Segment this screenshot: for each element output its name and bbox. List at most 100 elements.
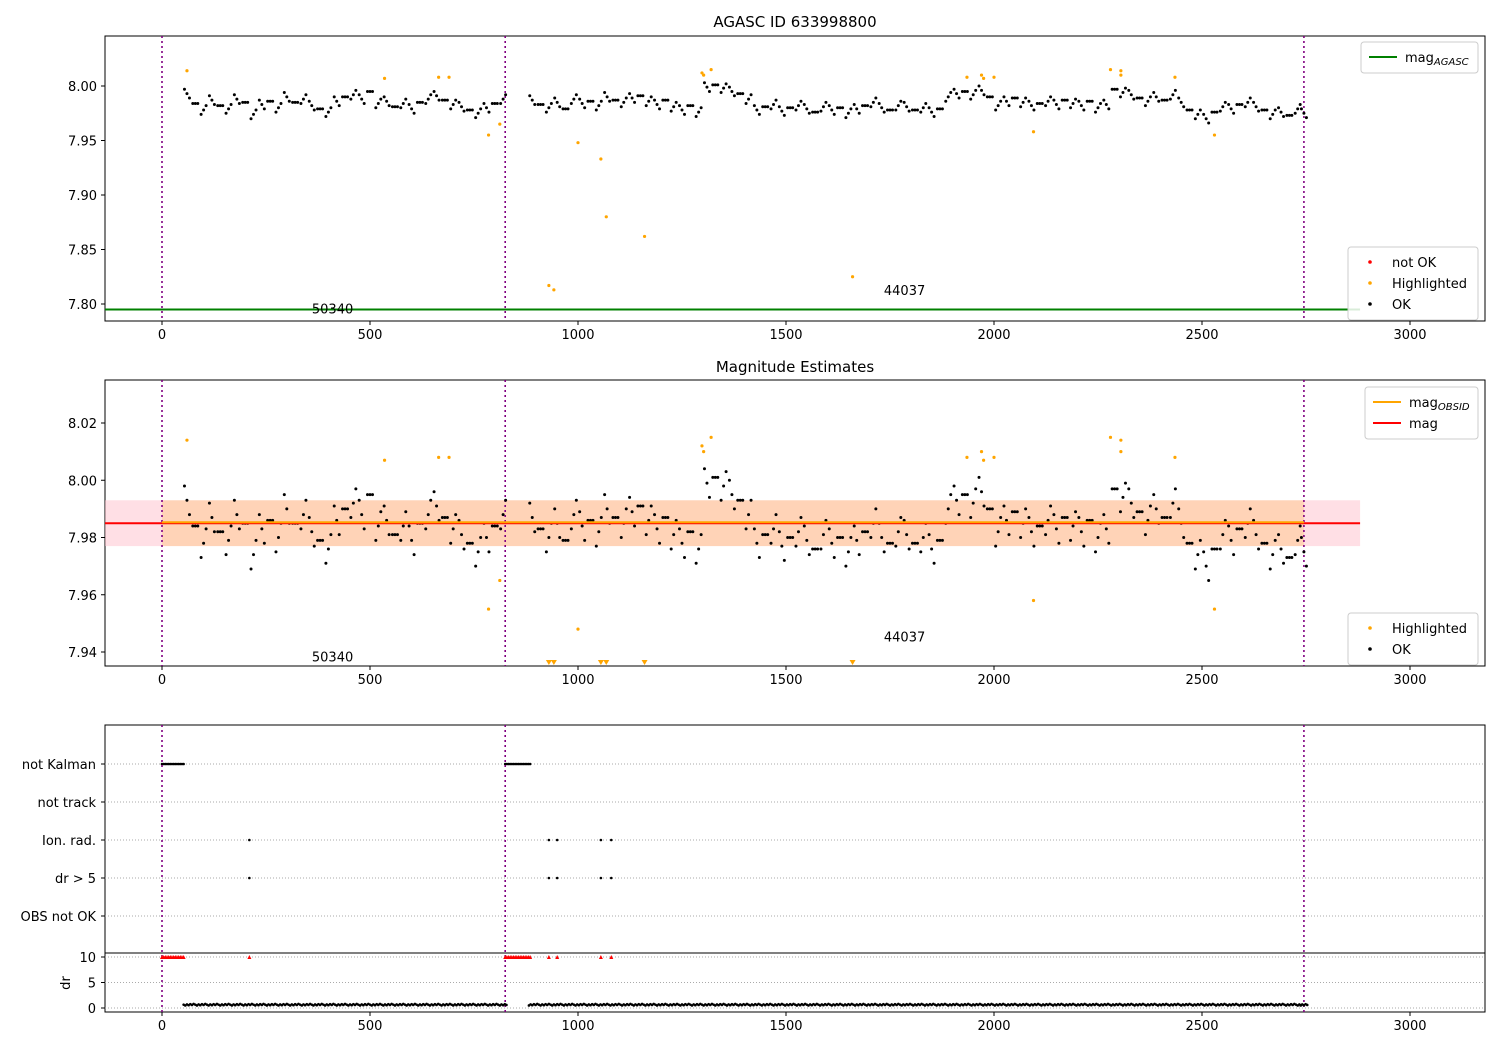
ok-point: [1054, 103, 1058, 107]
ok-point: [1218, 109, 1222, 113]
ok-point: [1227, 103, 1231, 107]
ok-point: [210, 98, 214, 102]
ok-point: [1110, 87, 1114, 91]
ok-point: [930, 547, 934, 551]
ok-point: [1221, 533, 1225, 537]
ok-point: [501, 97, 505, 101]
ok-point: [564, 107, 568, 111]
ok-point: [268, 518, 272, 522]
ok-point: [805, 538, 809, 542]
ok-point: [663, 98, 667, 102]
ok-point: [332, 504, 336, 508]
ok-point: [329, 533, 333, 537]
ok-point: [1165, 98, 1169, 102]
ok-point: [218, 104, 222, 108]
ok-point: [1252, 100, 1256, 104]
ok-point: [686, 104, 690, 108]
ok-point: [399, 538, 403, 542]
ok-point: [549, 101, 553, 105]
ok-point: [1190, 541, 1194, 545]
ok-point: [566, 107, 570, 111]
panel3-x-tick-label: 500: [358, 1019, 383, 1034]
dr-gt-5-flag: [555, 876, 559, 880]
ok-point: [451, 527, 455, 531]
ok-point: [1268, 117, 1272, 121]
ok-point: [674, 100, 678, 104]
ok-point: [1152, 91, 1156, 95]
ok-point: [440, 98, 444, 102]
ok-point: [1107, 541, 1111, 545]
ok-point: [910, 541, 914, 545]
ok-point: [1049, 95, 1053, 99]
ok-point: [1152, 493, 1156, 497]
ok-point: [1271, 553, 1275, 557]
ok-point: [752, 104, 756, 108]
ok-point: [487, 110, 491, 114]
ok-point: [1032, 108, 1036, 112]
ok-point: [857, 111, 861, 115]
ok-point: [699, 106, 703, 110]
ok-point: [633, 100, 637, 104]
ok-point: [346, 507, 350, 511]
ok-point: [1052, 513, 1056, 517]
ok-point: [1148, 95, 1152, 99]
ok-point: [199, 556, 203, 560]
ok-point: [493, 101, 497, 105]
ok-point: [1279, 547, 1283, 551]
ok-point: [1243, 105, 1247, 109]
flag-label: not Kalman: [22, 758, 96, 773]
ok-point: [977, 84, 981, 88]
ok-point: [985, 507, 989, 511]
ok-point: [351, 501, 355, 505]
ok-point: [919, 550, 923, 554]
panel2-y-tick-label: 7.96: [68, 589, 97, 604]
ok-point: [649, 95, 653, 99]
ok-point: [1193, 117, 1197, 121]
ok-point: [841, 106, 845, 110]
ok-point: [536, 103, 540, 107]
ok-point: [1118, 95, 1122, 99]
ok-point: [605, 95, 609, 99]
ok-point: [307, 99, 311, 103]
ok-point: [1123, 86, 1127, 90]
ok-point: [738, 92, 742, 96]
ok-point: [988, 507, 992, 511]
panel1-title: AGASC ID 633998800: [713, 13, 876, 31]
ok-point: [1202, 112, 1206, 116]
ok-point: [861, 104, 865, 108]
ok-point: [905, 105, 909, 109]
ok-point: [752, 527, 756, 531]
ok-point: [462, 547, 466, 551]
ok-point: [630, 96, 634, 100]
highlighted-point: [702, 73, 706, 77]
ok-point: [1221, 105, 1225, 109]
ok-point: [749, 498, 753, 502]
highlighted-point: [1119, 450, 1123, 454]
ok-point: [599, 515, 603, 519]
highlighted-point: [965, 455, 969, 459]
ok-point: [337, 104, 341, 108]
ok-point: [1107, 107, 1111, 111]
ok-point: [343, 95, 347, 99]
ok-point: [1085, 99, 1089, 103]
ok-point: [1235, 103, 1239, 107]
highlighted-point: [992, 455, 996, 459]
ok-point: [362, 101, 366, 105]
ok-point: [351, 93, 355, 97]
ok-point: [653, 98, 657, 102]
ok-point: [786, 106, 790, 110]
ok-point: [1135, 510, 1139, 514]
ok-point: [772, 527, 776, 531]
ok-point: [1299, 107, 1303, 111]
ok-point: [490, 524, 494, 528]
ok-point: [1163, 515, 1167, 519]
ok-point: [813, 110, 817, 114]
ok-point: [1077, 515, 1081, 519]
ok-point: [199, 112, 203, 116]
ok-point: [451, 103, 455, 107]
highlighted-point: [599, 157, 603, 161]
ok-point: [699, 533, 703, 537]
ok-point: [316, 538, 320, 542]
ok-point: [1290, 556, 1294, 560]
